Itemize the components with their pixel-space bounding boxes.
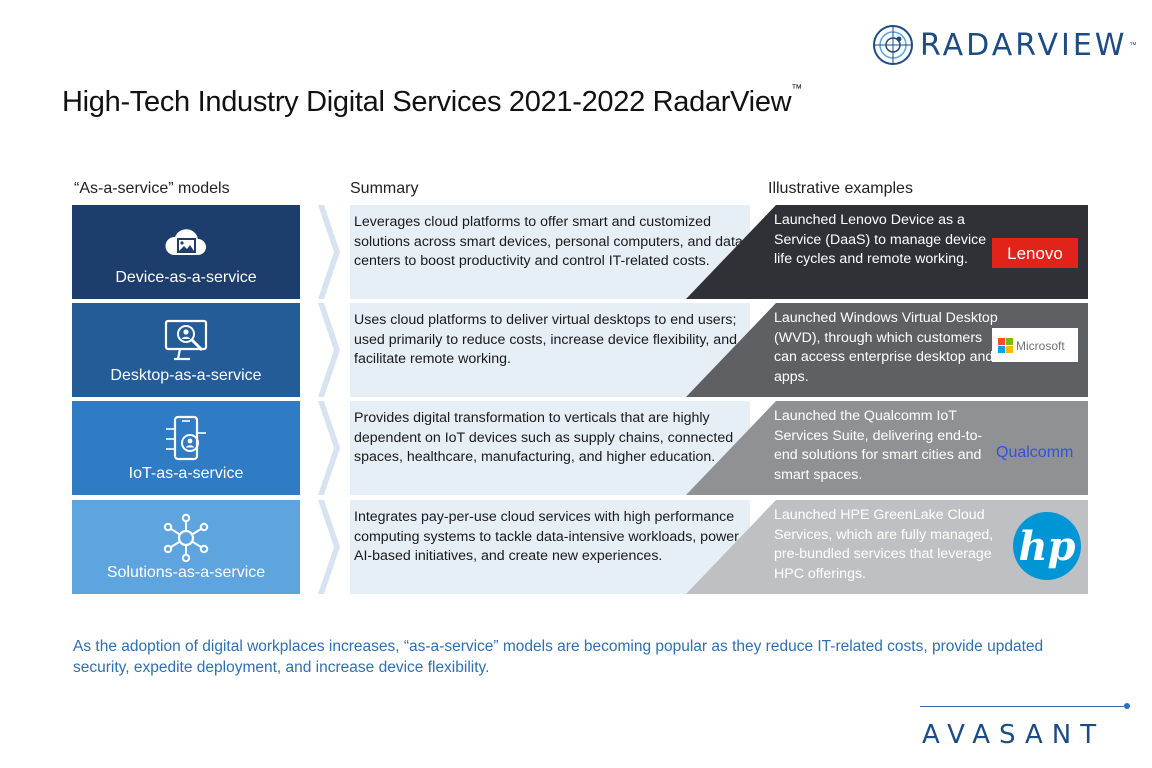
model-label: Solutions-as-a-service [106, 564, 266, 581]
summary-text: Provides digital transformation to verti… [354, 410, 734, 465]
model-tile-desktop: Desktop-as-a-service [72, 303, 300, 397]
qualcomm-logo-text: Qualcomm [996, 444, 1073, 461]
page-title: High-Tech Industry Digital Services 2021… [62, 83, 802, 119]
model-tile-iot: IoT-as-a-service [72, 401, 300, 495]
microsoft-logo-text: Microsoft [1016, 339, 1065, 353]
example-text: Launched HPE GreenLake Cloud Services, w… [774, 507, 994, 582]
summary-text: Leverages cloud platforms to offer smart… [354, 214, 743, 269]
lenovo-logo: Lenovo [992, 238, 1078, 268]
summary-text: Integrates pay-per-use cloud services wi… [354, 509, 739, 564]
summary-cell: Leverages cloud platforms to offer smart… [350, 205, 750, 299]
summary-cell: Provides digital transformation to verti… [350, 401, 750, 495]
model-label: Desktop-as-a-service [110, 367, 262, 384]
radarview-wordmark: RADARVIEW [920, 27, 1128, 63]
avasant-logo-line [920, 706, 1124, 707]
model-label: IoT-as-a-service [128, 465, 244, 482]
microsoft-logo: Microsoft [992, 328, 1078, 362]
radarview-tm: ™ [1129, 41, 1137, 49]
example-text: Launched Windows Virtual Desktop (WVD), … [774, 310, 998, 385]
chevron-right-icon [318, 401, 340, 495]
model-label: Device-as-a-service [115, 269, 257, 286]
summary-text: Uses cloud platforms to deliver virtual … [354, 312, 737, 367]
example-text: Launched the Qualcomm IoT Services Suite… [774, 408, 983, 483]
model-tile-device: Device-as-a-service [72, 205, 300, 299]
example-text: Launched Lenovo Device as a Service (Daa… [774, 212, 987, 267]
cloud-image-icon [165, 229, 206, 255]
page-title-text: High-Tech Industry Digital Services 2021… [62, 86, 792, 118]
monitor-user-search-icon [164, 319, 208, 361]
hp-logo-text: hp [1018, 523, 1075, 570]
model-tile-solutions: Solutions-as-a-service [72, 500, 300, 594]
qualcomm-logo: Qualcomm [996, 444, 1073, 461]
radarview-logo: RADARVIEW ™ [872, 24, 1136, 66]
network-hub-icon [163, 513, 209, 563]
chevron-right-icon [318, 205, 340, 299]
avasant-wordmark: AVASANT [922, 720, 1106, 750]
smartphone-iot-icon [166, 415, 206, 461]
chevron-right-icon [318, 500, 340, 594]
title-tm: ™ [791, 83, 802, 96]
col-header-models: “As-a-service” models [74, 180, 230, 197]
summary-cell: Integrates pay-per-use cloud services wi… [350, 500, 750, 594]
chevron-right-icon [318, 303, 340, 397]
col-header-examples: Illustrative examples [768, 180, 913, 197]
hp-logo: hp [1013, 512, 1081, 580]
avasant-logo-dot [1124, 703, 1130, 709]
col-header-summary: Summary [350, 180, 419, 197]
footnote: As the adoption of digital workplaces in… [73, 638, 1044, 676]
summary-cell: Uses cloud platforms to deliver virtual … [350, 303, 750, 397]
lenovo-logo-text: Lenovo [1007, 244, 1063, 263]
radar-icon [873, 25, 913, 65]
